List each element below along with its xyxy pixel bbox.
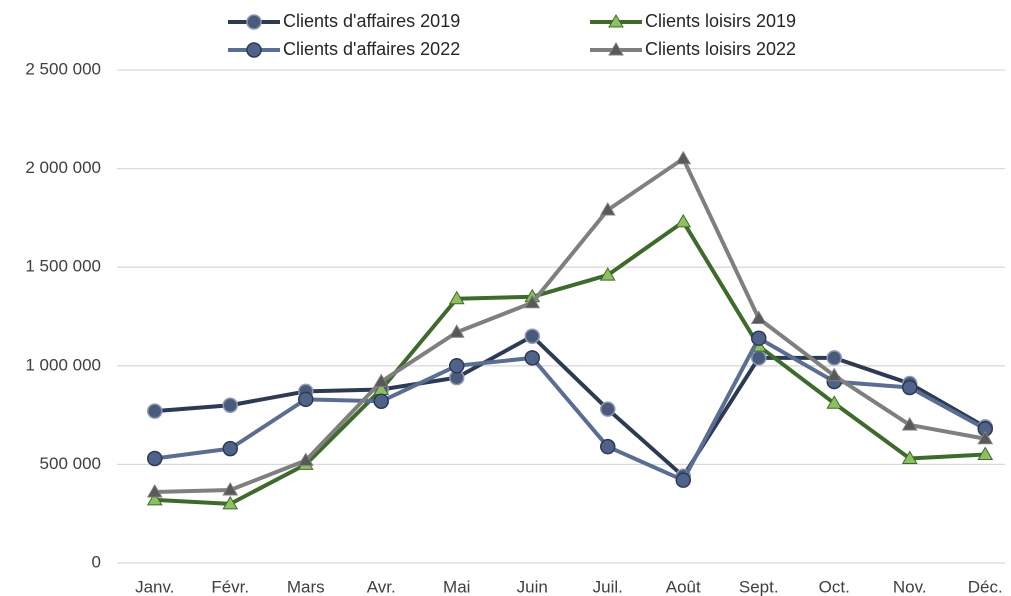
legend-label: Clients d'affaires 2019: [283, 11, 460, 31]
marker: [147, 403, 163, 419]
line: [154, 334, 987, 479]
series: [147, 328, 993, 484]
marker: [977, 430, 994, 445]
marker: [222, 495, 239, 510]
marker: [246, 14, 262, 30]
marker: [222, 482, 239, 496]
y-tick-label: 2 000 000: [25, 158, 101, 177]
marker: [599, 267, 616, 281]
legend: Clients d'affaires 2019 Clients loisirs 2…: [228, 11, 796, 59]
marker: [977, 446, 994, 461]
x-tick-label: Oct.: [819, 577, 850, 596]
marker: [826, 395, 843, 409]
marker: [146, 484, 163, 498]
x-tick-label: Déc.: [968, 577, 1003, 596]
marker: [751, 330, 767, 346]
marker: [901, 450, 918, 464]
series: [146, 213, 994, 510]
marker: [297, 452, 314, 466]
series: [146, 150, 994, 498]
y-tick-label: 1 500 000: [25, 257, 101, 276]
marker: [449, 358, 465, 374]
marker: [599, 202, 616, 216]
x-tick-label: Juil.: [593, 577, 623, 596]
y-tick-label: 500 000: [40, 454, 101, 473]
marker: [608, 14, 624, 28]
marker: [675, 150, 692, 165]
line: [154, 156, 986, 495]
marker: [902, 379, 918, 396]
marker: [448, 290, 465, 305]
marker: [298, 391, 314, 408]
x-tick-label: Nov.: [893, 577, 927, 596]
marker: [675, 213, 692, 228]
line: [154, 336, 987, 483]
legend-label: Clients loisirs 2019: [645, 11, 796, 31]
marker: [146, 491, 163, 506]
marker: [373, 393, 389, 410]
marker: [524, 350, 540, 366]
legend-label: Clients d'affaires 2022: [283, 39, 460, 59]
marker: [675, 472, 691, 488]
marker: [600, 401, 616, 417]
x-tick-label: Mai: [443, 577, 470, 596]
x-tick-label: Avr.: [367, 577, 396, 596]
marker: [600, 438, 616, 455]
marker: [448, 324, 465, 338]
y-tick-label: 2 500 000: [25, 59, 101, 78]
marker: [750, 310, 767, 324]
marker: [751, 350, 767, 366]
y-tick-label: 0: [92, 552, 101, 571]
legend-label: Clients loisirs 2022: [645, 39, 796, 59]
x-tick-label: Févr.: [211, 577, 249, 596]
x-tick-label: Juin: [517, 577, 548, 596]
y-tick-label: 1 000 000: [25, 355, 101, 374]
marker: [222, 440, 238, 457]
x-tick-label: Août: [666, 577, 701, 596]
marker: [524, 328, 540, 344]
marker: [524, 294, 541, 309]
line: [154, 219, 986, 506]
marker: [246, 42, 262, 58]
x-tick-label: Mars: [287, 577, 325, 596]
marker: [373, 373, 390, 388]
marker: [901, 416, 918, 431]
x-tick-label: Sept.: [739, 577, 779, 596]
marker: [222, 397, 238, 413]
x-tick-label: Janv.: [135, 577, 174, 596]
marker: [826, 350, 842, 366]
marker: [147, 450, 163, 467]
marker: [826, 367, 843, 382]
marker: [608, 42, 624, 56]
